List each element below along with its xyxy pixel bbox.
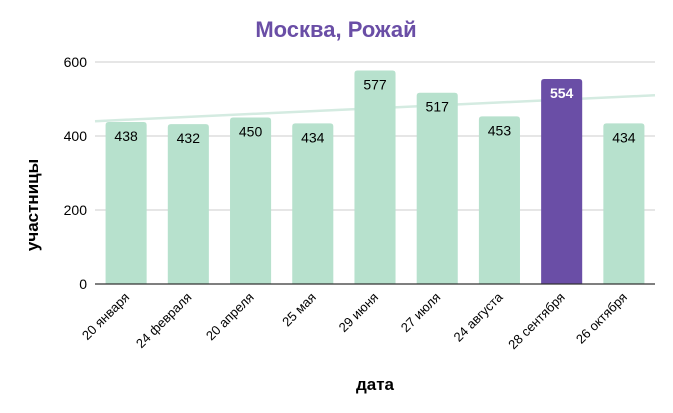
y-tick-label: 0 (79, 276, 87, 292)
x-tick-label: 24 февраля (133, 290, 195, 352)
bars (105, 70, 645, 285)
y-axis-title: участницы (23, 159, 42, 251)
data-label: 438 (114, 128, 138, 144)
bar-5 (354, 70, 396, 284)
bar-2 (167, 124, 209, 284)
x-tick-label: 24 августа (451, 289, 507, 345)
data-label: 453 (488, 122, 512, 138)
data-label: 434 (612, 129, 636, 145)
data-label: 554 (550, 85, 574, 101)
x-tick-label: 20 января (79, 290, 132, 343)
bar-4 (292, 123, 334, 284)
bar-6 (416, 92, 458, 285)
x-tick-label: 25 мая (279, 290, 319, 330)
y-tick-label: 600 (64, 54, 88, 70)
bar-8 (541, 79, 583, 285)
x-tick-label: 26 октября (573, 290, 630, 347)
y-tick-label: 400 (64, 128, 88, 144)
y-tick-label: 200 (64, 202, 88, 218)
data-label: 450 (239, 124, 263, 140)
data-label: 517 (426, 99, 450, 115)
data-label: 434 (301, 129, 325, 145)
bar-9 (603, 123, 645, 284)
data-label: 432 (177, 130, 201, 146)
x-tick-label: 20 апреля (203, 290, 257, 344)
x-tick-label: 29 июня (336, 290, 381, 335)
bar-1 (105, 121, 147, 284)
x-axis-title: дата (356, 375, 395, 394)
chart-title: Москва, Рожай (255, 17, 416, 42)
bar-3 (230, 117, 272, 284)
bar-7 (478, 116, 520, 284)
data-label: 577 (363, 77, 387, 93)
x-tick-label: 27 июля (398, 290, 444, 336)
x-tick-label: 28 сентября (505, 290, 568, 353)
